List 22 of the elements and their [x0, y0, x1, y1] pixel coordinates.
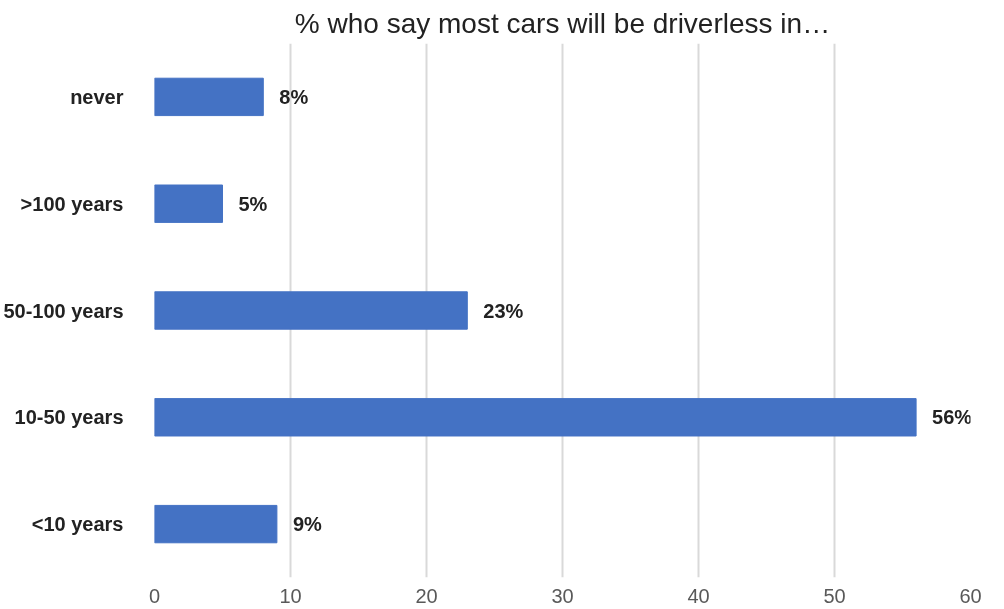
x-tick-label: 0 [148, 584, 161, 607]
y-tick-label: never [70, 85, 124, 108]
bar [154, 291, 468, 330]
y-tick-label: 50-100 years [3, 299, 124, 322]
chart-title: % who say most cars will be driverless in… [294, 7, 831, 39]
bar [154, 398, 917, 437]
data-label: 8% [279, 85, 309, 108]
data-label: 9% [292, 513, 323, 536]
y-tick-label: 10-50 years [14, 406, 124, 429]
x-tick-label: 60 [959, 584, 982, 607]
data-label: 5% [238, 192, 268, 215]
x-tick-label: 10 [279, 584, 302, 607]
y-tick-label: <10 years [31, 513, 124, 536]
bar [154, 504, 278, 544]
x-tick-label: 30 [551, 584, 574, 607]
x-tick-label: 50 [823, 584, 846, 607]
bar [154, 184, 223, 223]
x-tick-label: 20 [415, 584, 438, 607]
y-tick-label: >100 years [20, 192, 124, 215]
x-tick-label: 40 [687, 584, 710, 607]
bar [154, 77, 264, 117]
data-label: 23% [483, 299, 524, 322]
